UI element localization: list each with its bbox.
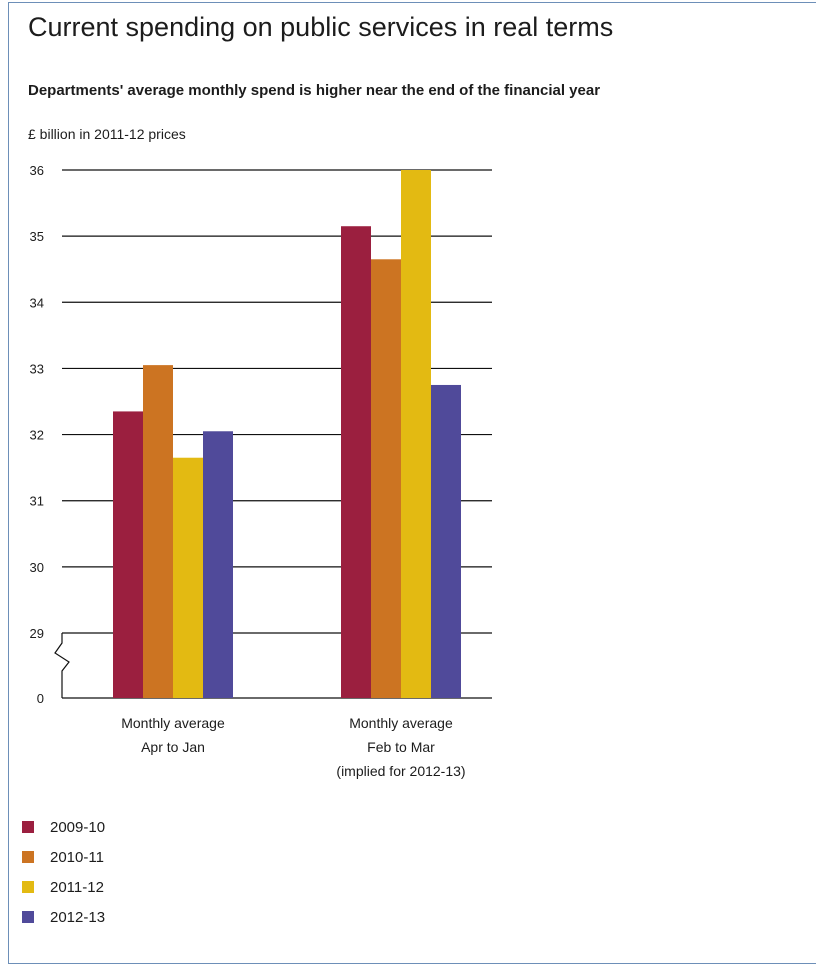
bar-2012-13-cat1 [431, 384, 461, 698]
x-category-label: Apr to Jan [141, 739, 205, 755]
legend-label: 2010-11 [50, 848, 104, 866]
bar-2011-12-cat0 [173, 457, 203, 698]
legend-swatch [22, 851, 34, 863]
legend-swatch [22, 881, 34, 893]
y-tick-label-29: 29 [30, 626, 44, 641]
legend-swatch [22, 821, 34, 833]
bar-2010-11-cat0 [143, 365, 173, 698]
bar-2010-11-cat1 [371, 259, 401, 698]
legend-item-2010-11: 2010-11 [22, 842, 105, 872]
legend-swatch [22, 911, 34, 923]
legend-label: 2011-12 [50, 878, 104, 896]
chart-title: Current spending on public services in r… [28, 12, 614, 42]
legend-item-2009-10: 2009-10 [22, 812, 105, 842]
bar-2011-12-cat1 [401, 170, 431, 698]
bar-2009-10-cat0 [113, 411, 143, 698]
y-tick-label-33: 33 [30, 361, 44, 376]
bar-chart: 0 29 30 31 32 33 34 35 36 Monthly average Apr to J… [30, 163, 492, 779]
legend: 2009-10 2010-11 2011-12 2012-13 [22, 812, 105, 932]
y-tick-label-35: 35 [30, 229, 44, 244]
y-tick-label-36: 36 [30, 163, 44, 178]
legend-item-2012-13: 2012-13 [22, 902, 105, 932]
axis-break [54, 633, 70, 698]
y-axis-label: £ billion in 2011-12 prices [28, 126, 186, 142]
y-tick-label-32: 32 [30, 428, 44, 443]
x-category-label: (implied for 2012-13) [336, 763, 465, 779]
y-tick-label-31: 31 [30, 494, 44, 509]
chart-subtitle: Departments' average monthly spend is hi… [28, 82, 601, 99]
bar-2009-10-cat1 [341, 226, 371, 698]
y-tick-label-34: 34 [30, 295, 44, 310]
legend-label: 2009-10 [50, 818, 106, 836]
legend-label: 2012-13 [50, 908, 106, 926]
bar-2012-13-cat0 [203, 431, 233, 698]
legend-item-2011-12: 2011-12 [22, 872, 105, 902]
x-category-label: Monthly average [349, 715, 453, 731]
x-category-label: Monthly average [121, 715, 225, 731]
y-tick-label-0: 0 [37, 691, 44, 706]
y-tick-label-30: 30 [30, 560, 44, 575]
x-category-label: Feb to Mar [367, 739, 435, 755]
